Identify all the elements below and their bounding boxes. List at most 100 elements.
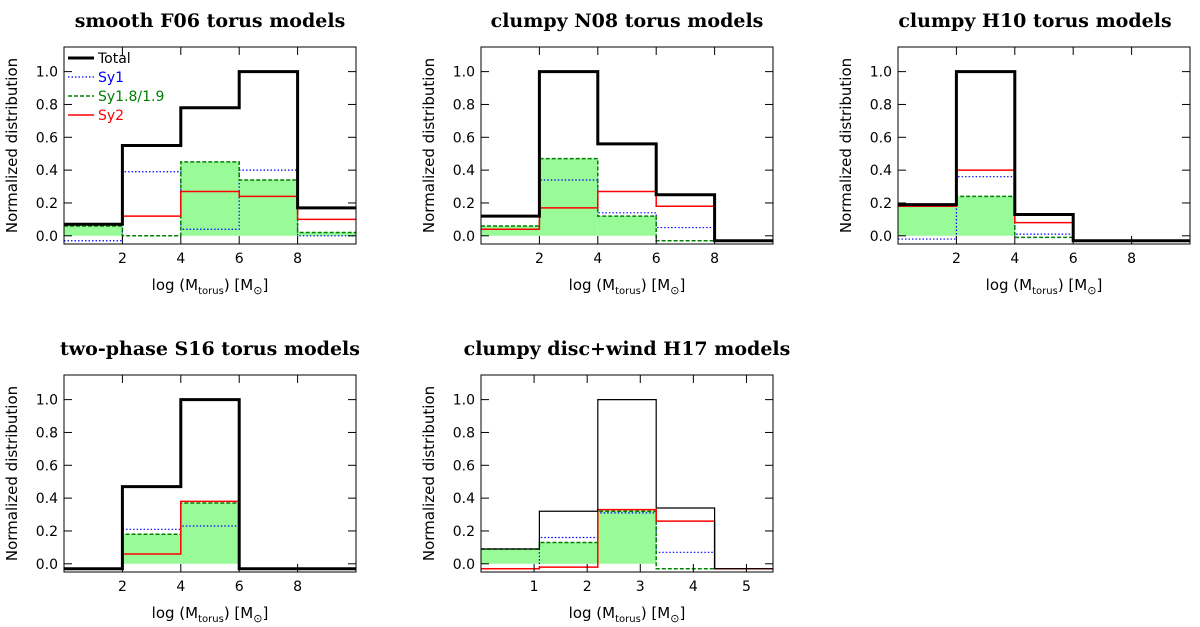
y-tick-label: 0.0 xyxy=(453,557,475,573)
y-axis-label: Normalized distribution xyxy=(837,58,855,233)
total-histogram-line xyxy=(481,70,773,243)
y-tick-label: 0.8 xyxy=(870,97,892,113)
x-tick-label: 6 xyxy=(1069,251,1078,267)
y-tick-label: 0.6 xyxy=(36,458,58,474)
y-tick-label: 0.0 xyxy=(36,229,58,245)
total-histogram-line xyxy=(64,70,356,226)
x-tick-label: 8 xyxy=(293,251,302,267)
x-axis-label: log (Mtorus) [M⊙] xyxy=(152,276,269,297)
sy1-8-1-9-fill-bar xyxy=(122,534,181,564)
y-tick-label: 0.4 xyxy=(453,163,475,179)
x-tick-label: 8 xyxy=(710,251,719,267)
x-tick-label: 8 xyxy=(293,579,302,595)
sy1-8-1-9-legend-label: Sy1.8/1.9 xyxy=(98,89,164,105)
sy1-8-1-9-fill-bar xyxy=(64,225,123,236)
y-tick-label: 0.2 xyxy=(453,524,475,540)
panel-two-phase-s16: two-phase S16 torus models 2 4 6 8 0.0 0.2 0.4… xyxy=(3,338,360,625)
panel-title: clumpy disc+wind H17 models xyxy=(464,338,791,360)
axes-frame xyxy=(63,46,357,245)
y-axis-label: Normalized distribution xyxy=(420,386,438,561)
y-tick-label: 1.0 xyxy=(453,65,475,81)
y-tick-label: 0.0 xyxy=(453,229,475,245)
sy1-8-1-9-fill-bar xyxy=(539,158,598,236)
x-axis-label: log (Mtorus) [M⊙] xyxy=(569,276,686,297)
y-tick-label: 1.0 xyxy=(36,65,58,81)
total-histogram-line xyxy=(481,399,773,570)
y-tick-label: 0.2 xyxy=(36,524,58,540)
x-tick-label: 4 xyxy=(593,251,602,267)
y-axis-label: Normalized distribution xyxy=(3,386,21,561)
sy1-8-1-9-fill-bar xyxy=(539,542,598,564)
sy1-8-1-9-fill-bar xyxy=(898,206,957,236)
x-tick-label: 6 xyxy=(235,579,244,595)
x-tick-label: 4 xyxy=(176,579,185,595)
y-tick-label: 0.4 xyxy=(870,163,892,179)
y-tick-label: 0.4 xyxy=(36,491,58,507)
x-tick-label: 2 xyxy=(118,579,127,595)
y-tick-label: 1.0 xyxy=(36,393,58,409)
sy1-8-1-9-fill-bar xyxy=(180,503,240,564)
x-axis-label: log (Mtorus) [M⊙] xyxy=(152,604,269,625)
sy1-legend-label: Sy1 xyxy=(98,70,124,86)
sy1-8-1-9-fill-bar xyxy=(597,511,657,564)
axes-frame xyxy=(480,374,774,573)
axes-frame xyxy=(897,46,1191,245)
y-tick-label: 1.0 xyxy=(453,393,475,409)
sy1-8-1-9-fill-bar xyxy=(481,225,540,236)
y-tick-label: 0.6 xyxy=(36,130,58,146)
total-legend-label: Total xyxy=(97,51,131,67)
y-tick-label: 0.6 xyxy=(870,130,892,146)
y-tick-label: 0.2 xyxy=(453,196,475,212)
x-tick-label: 4 xyxy=(1010,251,1019,267)
total-histogram-line xyxy=(64,398,356,571)
y-axis-label: Normalized distribution xyxy=(420,58,438,233)
y-tick-label: 0.0 xyxy=(870,229,892,245)
x-tick-label: 2 xyxy=(535,251,544,267)
panel-clumpy-n08: clumpy N08 torus models 2 4 6 8 0.0 0.2 0.4 0.6… xyxy=(420,10,774,297)
axes-frame xyxy=(63,374,357,573)
x-tick-label: 8 xyxy=(1127,251,1136,267)
x-tick-label: 4 xyxy=(689,579,698,595)
panel-clumpy-h10: clumpy H10 torus models 2 4 6 8 0.0 0.2 0.4 0.6… xyxy=(837,10,1191,297)
legend: Total Sy1 Sy1.8/1.9 Sy2 xyxy=(68,51,164,124)
x-axis-label: log (Mtorus) [M⊙] xyxy=(986,276,1103,297)
sy1-8-1-9-fill-bar xyxy=(180,161,240,236)
x-tick-label: 6 xyxy=(235,251,244,267)
sy1-8-1-9-fill-bar xyxy=(597,216,657,236)
y-axis-label: Normalized distribution xyxy=(3,58,21,233)
sy1-8-1-9-fill-bar xyxy=(481,549,540,564)
panel-smooth-f06: smooth F06 torus models 2 4 6 8 0.0 0.2 0.4 0.6… xyxy=(3,10,357,297)
sy1-8-1-9-fill-bar xyxy=(297,232,356,236)
y-tick-label: 0.2 xyxy=(36,196,58,212)
y-tick-label: 0.2 xyxy=(870,196,892,212)
x-tick-label: 6 xyxy=(652,251,661,267)
y-tick-label: 0.4 xyxy=(453,491,475,507)
sy1-8-1-9-fill-bar xyxy=(239,179,298,236)
y-tick-label: 0.8 xyxy=(36,97,58,113)
x-tick-label: 2 xyxy=(952,251,961,267)
y-tick-label: 0.6 xyxy=(453,130,475,146)
sy1-8-1-9-fill-bar xyxy=(956,196,1015,236)
panel-disc-wind-h17: clumpy disc+wind H17 models 1 2 3 4 5 0.0 0.2 0… xyxy=(420,338,790,625)
panel-title: clumpy N08 torus models xyxy=(491,10,764,32)
x-tick-label: 2 xyxy=(583,579,592,595)
y-tick-label: 0.8 xyxy=(453,425,475,441)
x-axis-label: log (Mtorus) [M⊙] xyxy=(569,604,686,625)
panel-title: smooth F06 torus models xyxy=(75,10,346,32)
sy2-legend-label: Sy2 xyxy=(98,108,124,124)
y-tick-label: 1.0 xyxy=(870,65,892,81)
x-tick-label: 3 xyxy=(636,579,645,595)
x-tick-label: 1 xyxy=(530,579,539,595)
y-tick-label: 0.8 xyxy=(453,97,475,113)
y-tick-label: 0.6 xyxy=(453,458,475,474)
panel-title: clumpy H10 torus models xyxy=(898,10,1171,32)
x-tick-label: 4 xyxy=(176,251,185,267)
total-histogram-line xyxy=(898,70,1190,243)
axes-frame xyxy=(480,46,774,245)
y-tick-label: 0.4 xyxy=(36,163,58,179)
panel-title: two-phase S16 torus models xyxy=(60,338,360,360)
y-tick-label: 0.8 xyxy=(36,425,58,441)
x-tick-label: 2 xyxy=(118,251,127,267)
x-tick-label: 5 xyxy=(742,579,751,595)
